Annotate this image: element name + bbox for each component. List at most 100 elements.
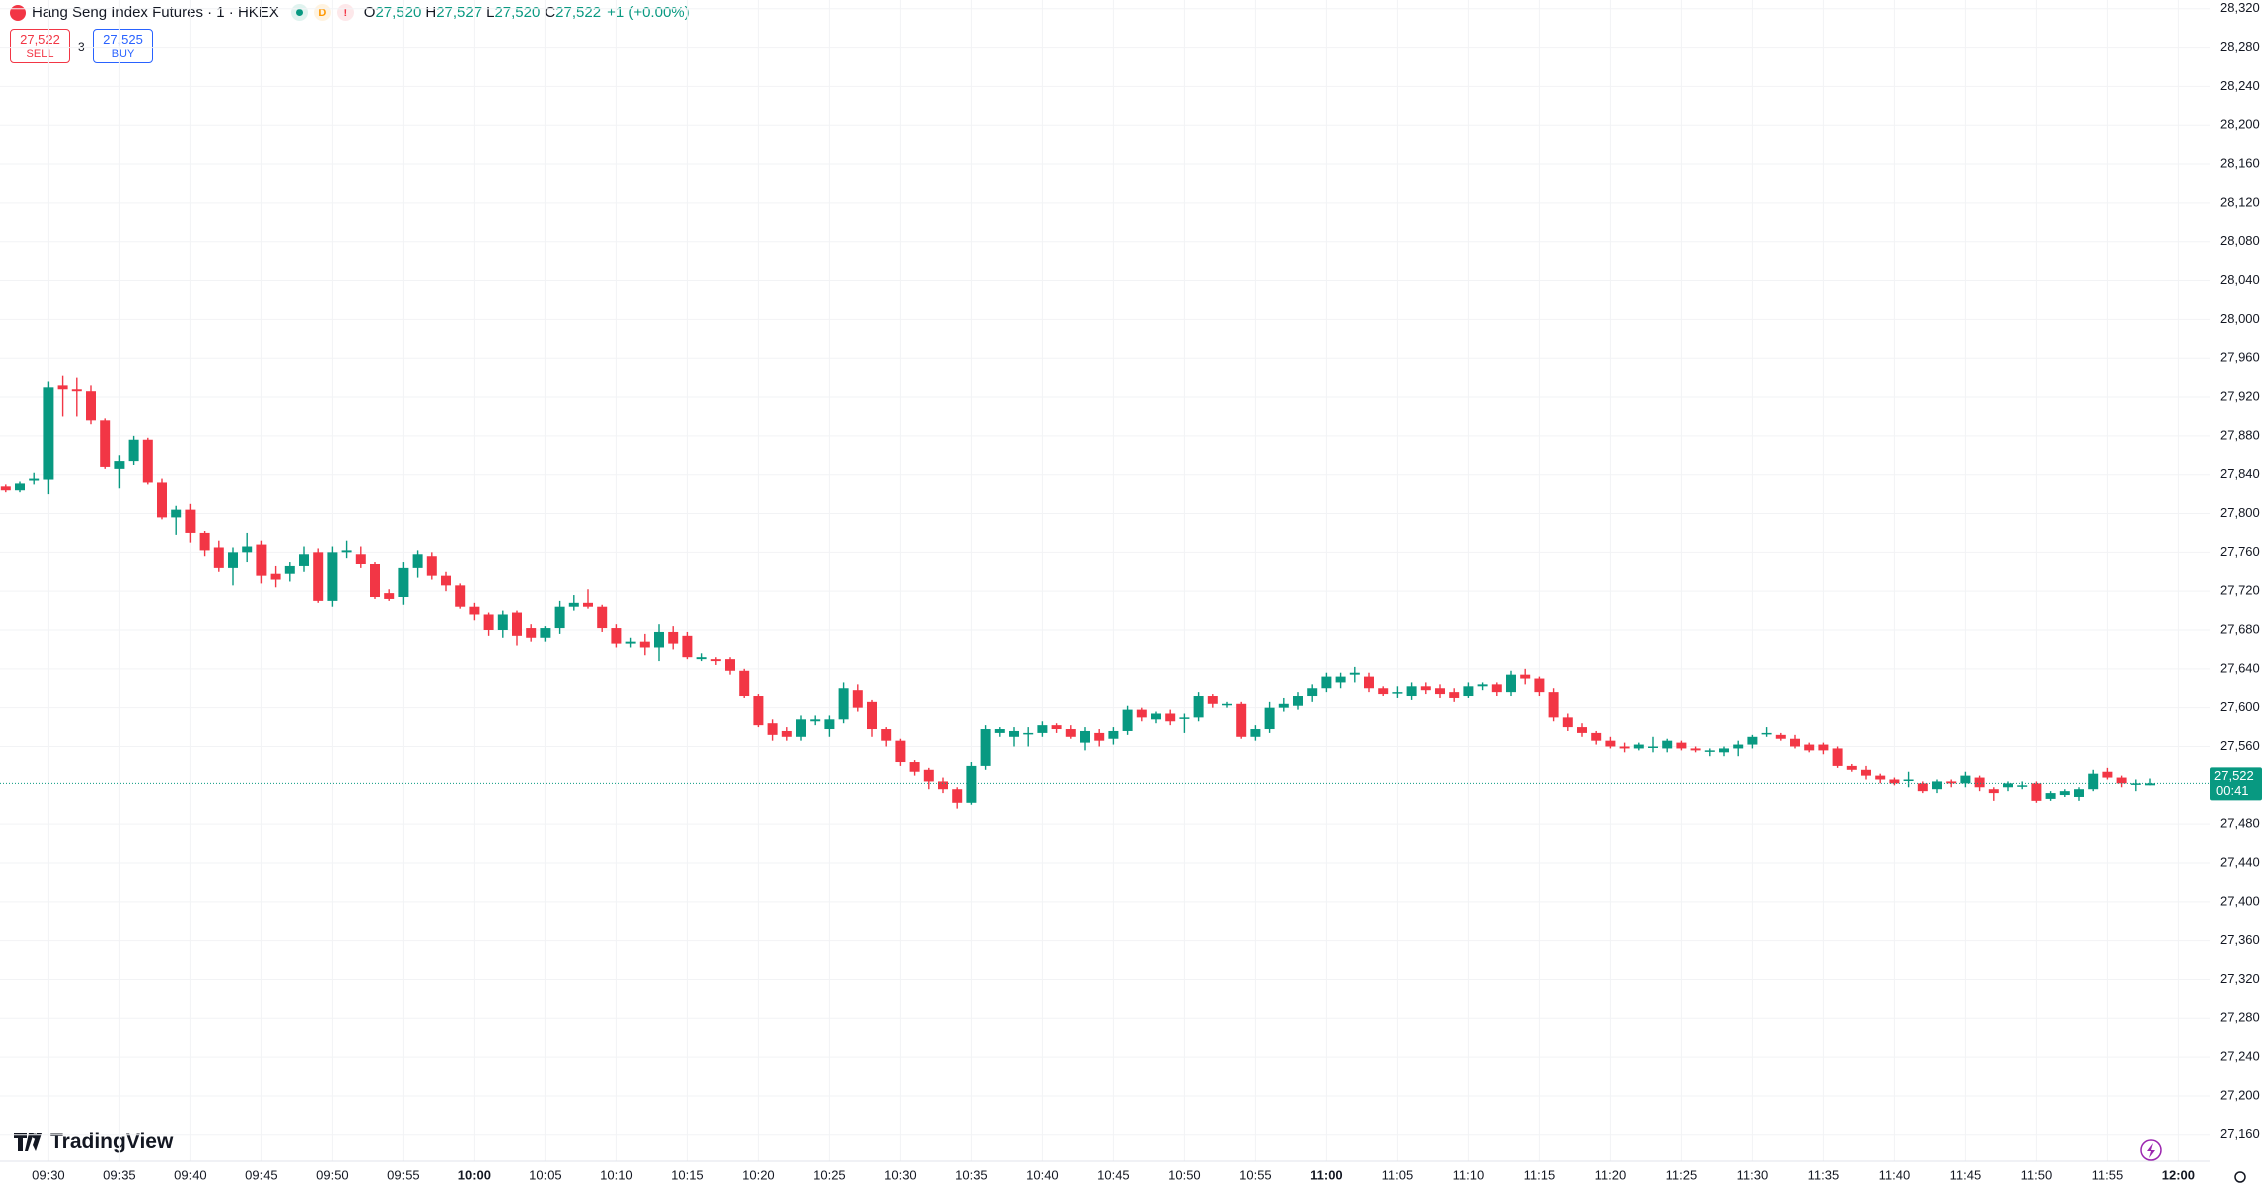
replay-button[interactable]: [2140, 1139, 2162, 1161]
candle-body: [228, 552, 238, 568]
buy-button[interactable]: 27,525 BUY: [93, 29, 153, 63]
ohlc-key: O: [363, 4, 376, 21]
y-tick-label: 27,320: [2220, 971, 2260, 986]
x-tick-label: 11:50: [2021, 1167, 2053, 1182]
candle-body: [1662, 740, 1673, 749]
x-tick-label: 10:35: [955, 1167, 988, 1182]
x-tick-label: 11:35: [1808, 1167, 1840, 1182]
candle-body: [15, 483, 25, 491]
candle-body: [1364, 676, 1374, 689]
candle-body: [1577, 727, 1587, 733]
y-tick-label: 27,160: [2220, 1126, 2260, 1141]
spread: 3: [78, 40, 85, 54]
candle-body: [1804, 744, 1815, 751]
candle-body: [1207, 696, 1218, 704]
candle-body: [1704, 750, 1715, 752]
x-tick-label: 09:40: [174, 1167, 207, 1182]
candle-body: [327, 552, 338, 601]
y-tick-label: 27,240: [2220, 1049, 2260, 1064]
sell-button[interactable]: 27,522 SELL: [10, 29, 70, 63]
candle-body: [1349, 672, 1360, 675]
candle-body: [43, 387, 54, 480]
x-tick-label: 09:50: [316, 1167, 349, 1182]
last-price-tag: [2210, 767, 2262, 801]
candle-body: [1108, 730, 1119, 739]
candle-body: [725, 659, 735, 671]
candle-body: [1846, 765, 1857, 770]
candle-body: [852, 690, 863, 708]
candle-body: [1293, 696, 1303, 706]
x-tick-label: 11:20: [1595, 1167, 1627, 1182]
candle-body: [2088, 773, 2099, 790]
y-tick-label: 28,000: [2220, 311, 2260, 326]
candle-body: [994, 729, 1005, 733]
candle-body: [2045, 793, 2056, 799]
candle-body: [1222, 703, 1232, 706]
candle-body: [1193, 696, 1204, 718]
candle-body: [1009, 730, 1019, 737]
x-tick-label: 11:30: [1737, 1167, 1769, 1182]
candle-body: [2059, 791, 2070, 796]
candle-body: [426, 556, 437, 576]
candle-body: [767, 723, 778, 735]
candle-body: [1619, 746, 1630, 749]
candle-body: [597, 606, 608, 629]
y-tick-label: 27,800: [2220, 505, 2260, 520]
candle-body: [1065, 729, 1076, 737]
candle-body: [1733, 744, 1744, 749]
candle-body: [1605, 740, 1616, 747]
candle-body: [1491, 684, 1502, 693]
candle-body: [1179, 717, 1190, 719]
y-tick-label: 27,640: [2220, 660, 2260, 675]
candle-body: [1988, 789, 1999, 794]
candle-body: [1136, 709, 1147, 718]
y-tick-label: 28,120: [2220, 194, 2260, 209]
candle-body: [710, 659, 721, 662]
candle-body: [654, 631, 664, 648]
candle-body: [1946, 781, 1957, 784]
x-tick-label: 10:15: [671, 1167, 704, 1182]
candle-body: [1449, 692, 1460, 698]
ohlc-key: H: [425, 4, 437, 21]
y-tick-label: 27,600: [2220, 699, 2260, 714]
x-tick-label: 10:10: [600, 1167, 633, 1182]
x-tick-label: 11:55: [2092, 1167, 2124, 1182]
x-tick-label: 11:45: [1950, 1167, 1982, 1182]
y-tick-label: 28,160: [2220, 155, 2260, 170]
grid: [0, 0, 2210, 1161]
candle-body: [1747, 736, 1758, 745]
candle-body: [1278, 703, 1289, 708]
candle-body: [1037, 725, 1048, 733]
candle-body: [696, 657, 707, 660]
candle-body: [2017, 785, 2028, 787]
candle-body: [1690, 748, 1701, 751]
candle-body: [2074, 789, 2084, 797]
candle-body: [1122, 709, 1133, 731]
candle-body: [1903, 779, 1914, 782]
candle-body: [29, 478, 40, 481]
x-tick-label: 11:05: [1382, 1167, 1414, 1182]
candle-body: [1520, 674, 1531, 679]
x-tick-label: 10:45: [1097, 1167, 1130, 1182]
candle-body: [185, 509, 196, 533]
candle-body: [441, 575, 451, 586]
candle-body: [2031, 783, 2042, 801]
candle-body: [583, 602, 593, 607]
candle-body: [157, 482, 167, 518]
x-tick-label: 12:00: [2162, 1167, 2195, 1182]
settings-button[interactable]: [2234, 1171, 2246, 1183]
candle-body: [1974, 777, 1985, 788]
candle-body: [1378, 688, 1389, 695]
candle-body: [1435, 688, 1445, 695]
candle-body: [71, 389, 82, 392]
candle-body: [568, 602, 579, 607]
candle-body: [1761, 732, 1772, 735]
x-tick-label: 11:25: [1666, 1167, 1698, 1182]
x-tick-label: 11:10: [1453, 1167, 1485, 1182]
x-tick-label: 10:20: [742, 1167, 775, 1182]
candle-body: [256, 544, 267, 576]
candle-body: [0, 486, 11, 491]
candle-body: [1932, 781, 1942, 790]
candle-body: [313, 552, 324, 601]
